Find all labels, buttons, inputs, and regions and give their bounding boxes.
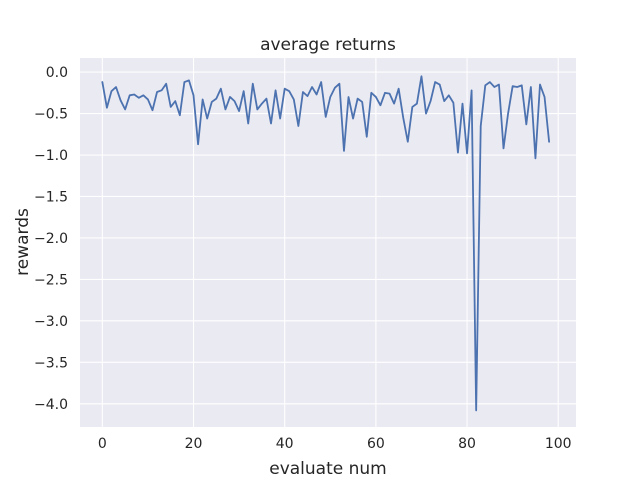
y-tick-label: 0.0 xyxy=(46,65,68,81)
plot-area xyxy=(80,58,576,427)
y-tick-label: −2.5 xyxy=(34,272,68,288)
x-axis-ticks: 0 20 40 60 80 100 xyxy=(98,436,572,452)
y-axis-ticks: 0.0 −0.5 −1.0 −1.5 −2.0 −2.5 −3.0 −3.5 −4.0 xyxy=(34,65,68,413)
chart-title: average returns xyxy=(260,35,396,55)
x-tick-label: 40 xyxy=(276,436,294,452)
x-tick-label: 0 xyxy=(98,436,107,452)
x-tick-label: 20 xyxy=(185,436,203,452)
y-tick-label: −0.5 xyxy=(34,107,68,123)
y-tick-label: −2.0 xyxy=(34,231,68,247)
y-tick-label: −4.0 xyxy=(34,397,68,413)
y-tick-label: −3.0 xyxy=(34,314,68,330)
x-tick-label: 80 xyxy=(458,436,476,452)
series-layer xyxy=(101,75,550,412)
grid-lines xyxy=(80,58,576,427)
y-tick-label: −1.0 xyxy=(34,148,68,164)
y-tick-label: −1.5 xyxy=(34,189,68,205)
x-tick-label: 60 xyxy=(367,436,385,452)
series-line-0 xyxy=(101,75,550,412)
x-axis-label: evaluate num xyxy=(269,459,387,479)
y-tick-label: −3.5 xyxy=(34,355,68,371)
x-tick-label: 100 xyxy=(545,436,572,452)
y-axis-label: rewards xyxy=(13,208,33,276)
